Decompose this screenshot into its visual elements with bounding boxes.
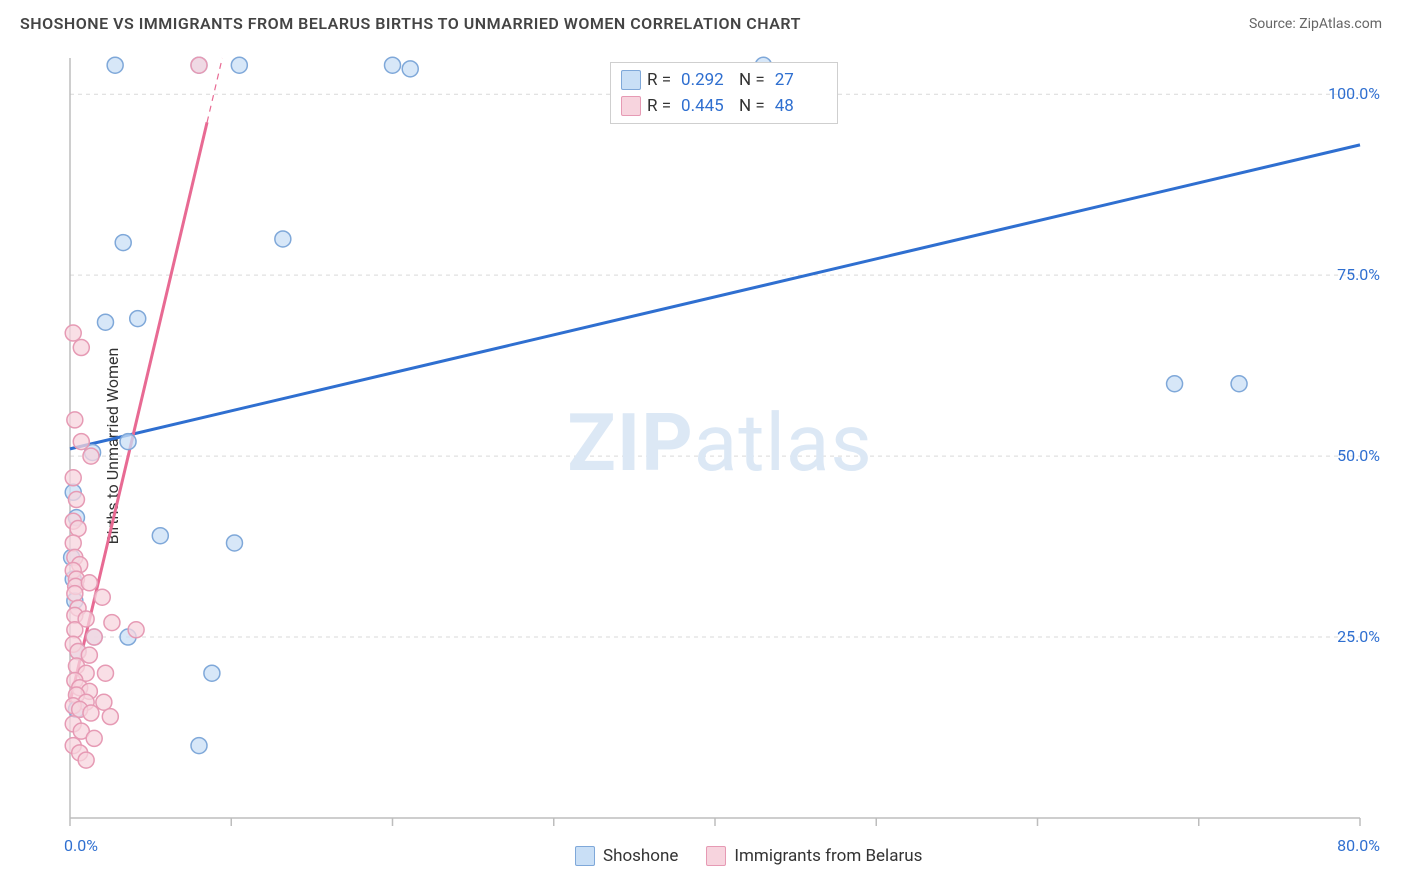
legend-series-name: Shoshone bbox=[603, 846, 678, 866]
y-tick-label-25: 25.0% bbox=[1337, 627, 1380, 646]
legend-swatch bbox=[621, 70, 641, 90]
correlation-legend: R = 0.292 N = 27 R = 0.445 N = 48 bbox=[610, 62, 838, 124]
legend-swatch bbox=[575, 846, 595, 866]
series-legend: Shoshone Immigrants from Belarus bbox=[575, 846, 922, 866]
x-tick-label-0: 0.0% bbox=[64, 836, 98, 855]
y-tick-label-75: 75.0% bbox=[1337, 265, 1380, 284]
legend-row: R = 0.445 N = 48 bbox=[621, 93, 827, 119]
legend-n-label: N = bbox=[739, 70, 765, 90]
y-tick-label-100: 100.0% bbox=[1328, 84, 1380, 103]
legend-item: Immigrants from Belarus bbox=[706, 846, 922, 866]
legend-n-label: N = bbox=[739, 96, 765, 116]
chart-area: ZIPatlas R = 0.292 N = 27 R = 0.445 N = … bbox=[60, 48, 1380, 838]
x-tick-label-80: 80.0% bbox=[1337, 836, 1380, 855]
scatter-plot-svg bbox=[60, 48, 1380, 838]
legend-r-value: 0.292 bbox=[681, 70, 733, 90]
source-attribution: Source: ZipAtlas.com bbox=[1249, 16, 1382, 32]
legend-swatch bbox=[621, 96, 641, 116]
y-tick-label-50: 50.0% bbox=[1337, 446, 1380, 465]
legend-r-label: R = bbox=[647, 96, 671, 116]
chart-title: SHOSHONE VS IMMIGRANTS FROM BELARUS BIRT… bbox=[20, 14, 801, 33]
legend-n-value: 48 bbox=[775, 96, 827, 116]
legend-r-value: 0.445 bbox=[681, 96, 733, 116]
legend-n-value: 27 bbox=[775, 70, 827, 90]
legend-item: Shoshone bbox=[575, 846, 678, 866]
legend-r-label: R = bbox=[647, 70, 671, 90]
legend-swatch bbox=[706, 846, 726, 866]
legend-row: R = 0.292 N = 27 bbox=[621, 67, 827, 93]
legend-series-name: Immigrants from Belarus bbox=[734, 846, 922, 866]
